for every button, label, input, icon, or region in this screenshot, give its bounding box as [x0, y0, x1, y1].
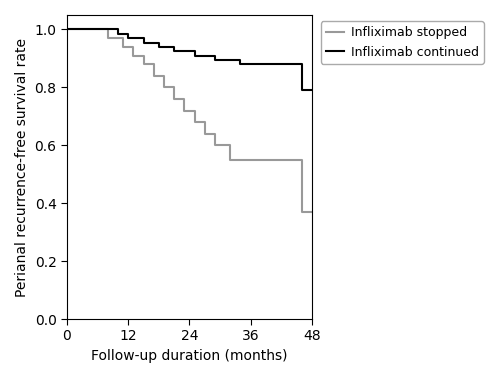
Infliximab stopped — [171, 97, 177, 101]
Infliximab stopped — [150, 74, 156, 78]
Infliximab stopped — [227, 158, 233, 162]
Infliximab stopped — [161, 85, 167, 90]
Infliximab continued — [171, 45, 177, 49]
Infliximab stopped — [140, 53, 146, 58]
X-axis label: Follow-up duration (months): Follow-up duration (months) — [91, 349, 288, 363]
Infliximab stopped — [192, 120, 198, 124]
Infliximab stopped — [150, 62, 156, 67]
Infliximab stopped — [171, 85, 177, 90]
Infliximab continued — [64, 27, 70, 32]
Infliximab continued — [298, 62, 304, 67]
Infliximab stopped — [202, 120, 207, 124]
Infliximab continued — [115, 27, 121, 32]
Line: Infliximab continued: Infliximab continued — [67, 29, 312, 90]
Infliximab stopped — [227, 143, 233, 147]
Infliximab continued — [238, 62, 244, 67]
Infliximab continued — [140, 36, 146, 40]
Infliximab continued — [125, 36, 131, 40]
Infliximab continued — [115, 31, 121, 36]
Infliximab stopped — [105, 36, 111, 40]
Infliximab stopped — [130, 45, 136, 49]
Infliximab stopped — [309, 210, 315, 214]
Infliximab continued — [309, 88, 315, 93]
Infliximab continued — [192, 53, 198, 58]
Infliximab stopped — [192, 108, 198, 113]
Infliximab stopped — [182, 97, 188, 101]
Infliximab continued — [238, 57, 244, 62]
Y-axis label: Perianal recurrence-free survival rate: Perianal recurrence-free survival rate — [15, 37, 29, 296]
Infliximab continued — [171, 49, 177, 53]
Infliximab stopped — [130, 53, 136, 58]
Infliximab continued — [212, 57, 218, 62]
Infliximab stopped — [64, 27, 70, 32]
Infliximab continued — [298, 88, 304, 93]
Infliximab stopped — [202, 132, 207, 136]
Infliximab stopped — [120, 36, 126, 40]
Infliximab continued — [125, 31, 131, 36]
Infliximab stopped — [105, 27, 111, 32]
Line: Infliximab stopped: Infliximab stopped — [67, 29, 312, 212]
Infliximab stopped — [161, 74, 167, 78]
Infliximab stopped — [140, 62, 146, 67]
Infliximab continued — [156, 40, 162, 45]
Infliximab stopped — [298, 210, 304, 214]
Infliximab stopped — [182, 108, 188, 113]
Infliximab continued — [140, 40, 146, 45]
Legend: Infliximab stopped, Infliximab continued: Infliximab stopped, Infliximab continued — [320, 21, 484, 64]
Infliximab stopped — [298, 158, 304, 162]
Infliximab stopped — [212, 143, 218, 147]
Infliximab continued — [192, 49, 198, 53]
Infliximab continued — [212, 53, 218, 58]
Infliximab stopped — [212, 132, 218, 136]
Infliximab continued — [156, 45, 162, 49]
Infliximab stopped — [120, 45, 126, 49]
